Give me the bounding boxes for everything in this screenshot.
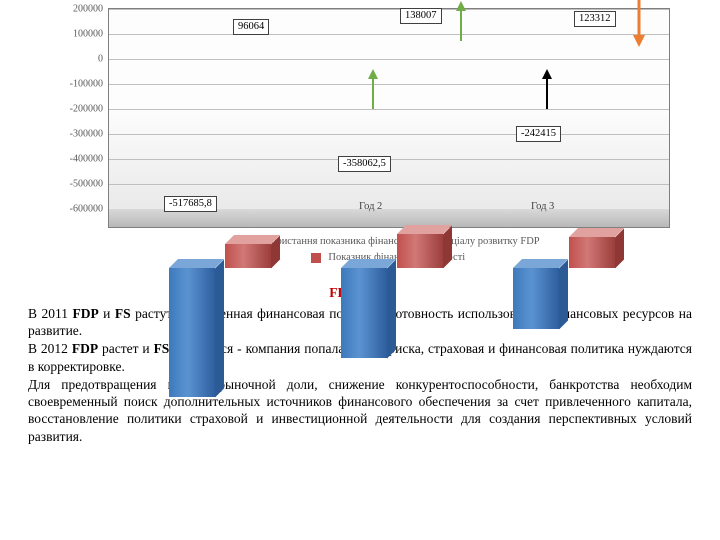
arrow-black-up-icon bbox=[540, 69, 554, 113]
legend-swatch-red-icon bbox=[311, 253, 321, 263]
ytick: -400000 bbox=[37, 154, 109, 165]
ytick: -600000 bbox=[37, 204, 109, 215]
value-label: -358062,5 bbox=[338, 156, 391, 172]
category-label: Год 2 bbox=[359, 201, 382, 212]
ytick: 100000 bbox=[37, 29, 109, 40]
ytick: -500000 bbox=[37, 179, 109, 190]
value-label: 138007 bbox=[400, 8, 442, 24]
value-label: 123312 bbox=[574, 11, 616, 27]
legend-item-1: Використання показника фінансового потен… bbox=[236, 234, 539, 250]
page-root: 200000 100000 0 -100000 -200000 -300000 … bbox=[0, 0, 720, 540]
arrow-green-up-2-icon bbox=[366, 69, 380, 113]
chart-area: 200000 100000 0 -100000 -200000 -300000 … bbox=[108, 8, 670, 228]
value-label: 96064 bbox=[233, 19, 269, 35]
value-label: -517685,8 bbox=[164, 196, 217, 212]
arrow-orange-down-icon bbox=[631, 0, 647, 47]
paragraph-3: Для предотвращения потери рыночной доли,… bbox=[28, 376, 692, 445]
arrow-green-up-1-icon bbox=[454, 1, 468, 45]
category-label: Год 3 bbox=[531, 201, 554, 212]
ytick: -200000 bbox=[37, 104, 109, 115]
ytick: 200000 bbox=[37, 4, 109, 15]
ytick: 0 bbox=[37, 54, 109, 65]
ytick: -300000 bbox=[37, 129, 109, 140]
ytick: -100000 bbox=[37, 79, 109, 90]
value-label: -242415 bbox=[516, 126, 561, 142]
